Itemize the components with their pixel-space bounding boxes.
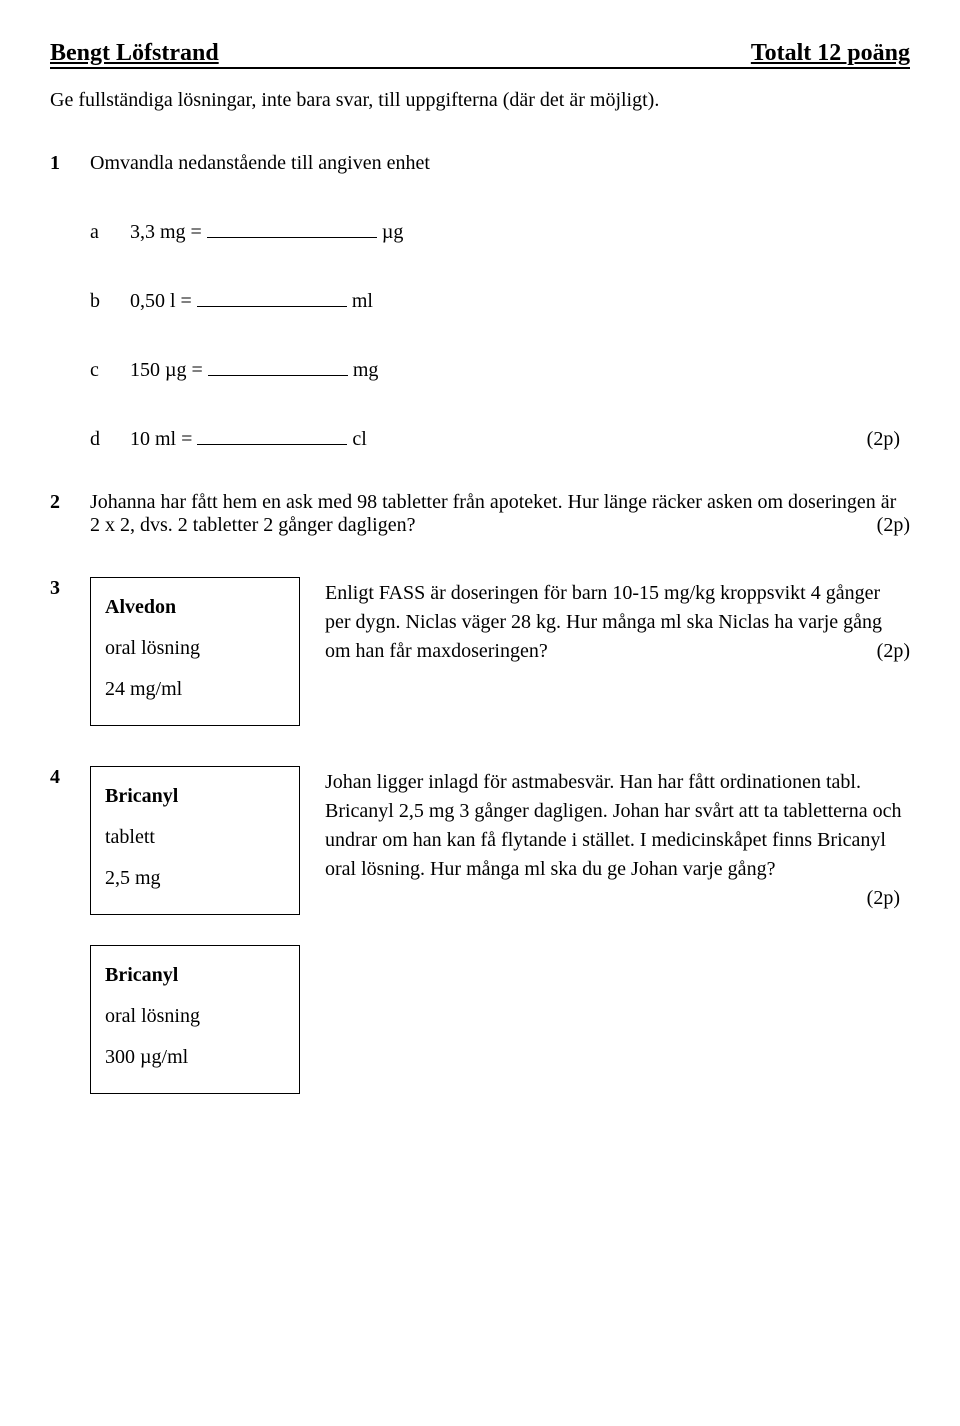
author-name: Bengt Löfstrand (50, 40, 219, 67)
q1-a-text: 3,3 mg = µg (130, 215, 403, 244)
question-1: 1 Omvandla nedanstående till angiven enh… (50, 152, 910, 451)
q4-number: 4 (50, 766, 90, 789)
q2-body: Johanna har fått hem en ask med 98 table… (90, 491, 910, 537)
instruction-text: Ge fullständiga lösningar, inte bara sva… (50, 89, 910, 112)
q1-a: a 3,3 mg = µg (90, 215, 910, 244)
q1-c-before: 150 µg = (130, 359, 208, 381)
q1-b-blank (197, 284, 347, 307)
q4-medicine-box-2: Bricanyl oral lösning 300 µg/ml (90, 945, 300, 1094)
q1-b-text: 0,50 l = ml (130, 284, 373, 313)
q3-box-line1: oral lösning (105, 637, 285, 660)
q1-b-label: b (90, 290, 130, 313)
q4-box1-line2: 2,5 mg (105, 867, 285, 890)
q1-d-text: 10 ml = cl (130, 422, 367, 451)
q1-number: 1 (50, 152, 90, 175)
q2-points: (2p) (877, 514, 910, 537)
q1-a-before: 3,3 mg = (130, 221, 207, 243)
q1-c-blank (208, 353, 348, 376)
q1-c-after: mg (348, 359, 379, 381)
q1-d-before: 10 ml = (130, 428, 197, 450)
q1-d-label: d (90, 428, 130, 451)
q1-d-points: (2p) (867, 428, 910, 451)
q1-d-after: cl (347, 428, 366, 450)
q4-text: Johan ligger inlagd för astmabesvär. Han… (325, 771, 901, 880)
q3-number: 3 (50, 577, 90, 600)
q3-text: Enligt FASS är doseringen för barn 10-15… (325, 582, 882, 662)
q3-box-line2: 24 mg/ml (105, 678, 285, 701)
question-4: 4 Bricanyl tablett 2,5 mg Bricanyl oral … (50, 766, 910, 1094)
q4-box2-line1: oral lösning (105, 1005, 285, 1028)
q1-b-before: 0,50 l = (130, 290, 197, 312)
q3-points: (2p) (877, 637, 910, 666)
q1-c: c 150 µg = mg (90, 353, 910, 382)
q2-text: Johanna har fått hem en ask med 98 table… (90, 491, 896, 536)
q4-medicine-box-1: Bricanyl tablett 2,5 mg (90, 766, 300, 915)
q3-medicine-box: Alvedon oral lösning 24 mg/ml (90, 577, 300, 726)
q4-box-stack: Bricanyl tablett 2,5 mg Bricanyl oral lö… (90, 766, 325, 1094)
q4-points: (2p) (325, 884, 910, 913)
q2-number: 2 (50, 491, 90, 514)
q1-b-after: ml (347, 290, 373, 312)
header: Bengt Löfstrand Totalt 12 poäng (50, 40, 910, 69)
q4-box2-title: Bricanyl (105, 964, 285, 987)
q4-box1-line1: tablett (105, 826, 285, 849)
total-points: Totalt 12 poäng (751, 40, 910, 67)
q3-box-title: Alvedon (105, 596, 285, 619)
q3-text-wrap: Enligt FASS är doseringen för barn 10-15… (325, 577, 910, 666)
q1-a-blank (207, 215, 377, 238)
q1-d: d 10 ml = cl (2p) (90, 422, 910, 451)
q4-text-wrap: Johan ligger inlagd för astmabesvär. Han… (325, 766, 910, 913)
q4-box1-title: Bricanyl (105, 785, 285, 808)
q1-a-after: µg (377, 221, 404, 243)
q1-title: Omvandla nedanstående till angiven enhet (90, 152, 910, 175)
page: Bengt Löfstrand Totalt 12 poäng Ge fulls… (0, 0, 960, 1134)
q1-d-blank (197, 422, 347, 445)
q1-body: Omvandla nedanstående till angiven enhet… (90, 152, 910, 451)
question-3: 3 Alvedon oral lösning 24 mg/ml Enligt F… (50, 577, 910, 726)
q1-b: b 0,50 l = ml (90, 284, 910, 313)
q1-a-label: a (90, 221, 130, 244)
q1-c-text: 150 µg = mg (130, 353, 378, 382)
q4-box2-line2: 300 µg/ml (105, 1046, 285, 1069)
q1-c-label: c (90, 359, 130, 382)
question-2: 2 Johanna har fått hem en ask med 98 tab… (50, 491, 910, 537)
